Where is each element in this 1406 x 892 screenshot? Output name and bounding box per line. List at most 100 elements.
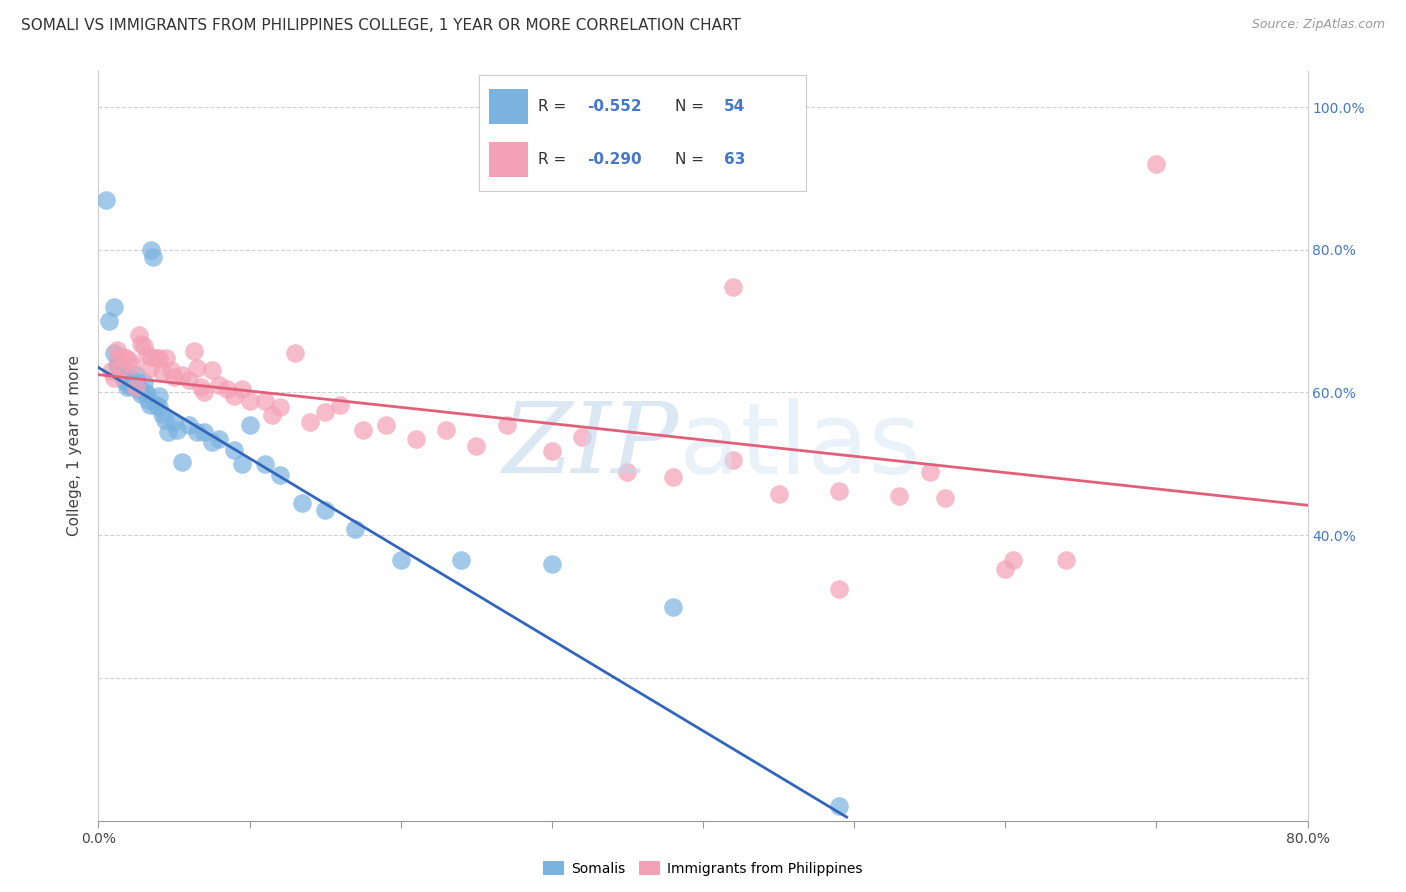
Point bbox=[114, 375, 136, 389]
Point bbox=[889, 489, 911, 503]
Point bbox=[269, 467, 291, 482]
Point bbox=[352, 423, 374, 437]
Point bbox=[329, 398, 352, 412]
Point bbox=[132, 375, 155, 389]
Point bbox=[114, 351, 136, 366]
Point bbox=[103, 371, 125, 385]
Point bbox=[934, 491, 956, 505]
Point bbox=[994, 562, 1017, 576]
Point bbox=[105, 343, 128, 357]
Point bbox=[208, 432, 231, 446]
Point bbox=[661, 599, 683, 614]
Point bbox=[148, 389, 170, 403]
Point bbox=[314, 503, 336, 517]
Point bbox=[253, 394, 276, 409]
Point bbox=[125, 380, 148, 394]
Point bbox=[118, 378, 141, 392]
Point bbox=[179, 417, 201, 432]
Point bbox=[129, 337, 152, 351]
Point bbox=[661, 469, 683, 483]
Point bbox=[135, 348, 157, 362]
Point bbox=[1001, 553, 1024, 567]
Point bbox=[150, 366, 173, 380]
Point bbox=[299, 416, 322, 430]
Point bbox=[190, 380, 212, 394]
Point bbox=[121, 373, 143, 387]
Point bbox=[344, 523, 367, 537]
Point bbox=[115, 380, 138, 394]
Point bbox=[142, 250, 165, 264]
Point bbox=[98, 314, 121, 328]
Point bbox=[828, 483, 851, 498]
Text: atlas: atlas bbox=[679, 398, 921, 494]
Legend: Somalis, Immigrants from Philippines: Somalis, Immigrants from Philippines bbox=[538, 855, 868, 881]
Point bbox=[193, 385, 215, 400]
Point bbox=[103, 346, 125, 360]
Point bbox=[723, 453, 745, 467]
Point bbox=[150, 407, 173, 421]
Point bbox=[215, 382, 238, 396]
Point bbox=[262, 409, 284, 423]
Point bbox=[110, 360, 132, 375]
Point bbox=[231, 382, 253, 396]
Point bbox=[122, 380, 145, 394]
Point bbox=[103, 300, 125, 314]
Text: ZIP: ZIP bbox=[502, 399, 679, 493]
Point bbox=[828, 582, 851, 596]
Point bbox=[253, 457, 276, 471]
Point bbox=[139, 360, 162, 375]
Point bbox=[201, 435, 224, 450]
Point bbox=[314, 405, 336, 419]
Point bbox=[224, 389, 246, 403]
Y-axis label: College, 1 year or more: College, 1 year or more bbox=[67, 356, 83, 536]
Point bbox=[1144, 157, 1167, 171]
Point bbox=[141, 350, 163, 364]
Point bbox=[465, 439, 488, 453]
Point bbox=[129, 387, 152, 401]
Point bbox=[128, 328, 150, 343]
Point bbox=[269, 400, 291, 414]
Point bbox=[156, 425, 179, 439]
Point bbox=[170, 455, 193, 469]
Point bbox=[239, 394, 262, 409]
Text: Source: ZipAtlas.com: Source: ZipAtlas.com bbox=[1251, 18, 1385, 31]
Point bbox=[284, 346, 307, 360]
Point bbox=[160, 362, 183, 376]
Point bbox=[118, 353, 141, 368]
Point bbox=[208, 378, 231, 392]
Point bbox=[291, 496, 314, 510]
Point bbox=[186, 425, 208, 439]
Point bbox=[231, 457, 253, 471]
Point bbox=[125, 368, 148, 382]
Point bbox=[132, 339, 155, 353]
Point bbox=[153, 412, 176, 426]
Point bbox=[193, 425, 215, 439]
Point bbox=[148, 400, 170, 414]
Point bbox=[163, 369, 186, 384]
Point bbox=[723, 280, 745, 294]
Point bbox=[148, 351, 170, 366]
Point bbox=[107, 351, 129, 366]
Point bbox=[616, 466, 638, 480]
Point bbox=[94, 193, 117, 207]
Point bbox=[918, 466, 941, 480]
Point bbox=[136, 392, 159, 407]
Point bbox=[179, 373, 201, 387]
Point bbox=[201, 362, 224, 376]
Point bbox=[828, 799, 851, 814]
Point bbox=[170, 368, 193, 382]
Point bbox=[163, 416, 186, 430]
Point bbox=[111, 350, 134, 364]
Point bbox=[127, 380, 149, 394]
Point bbox=[374, 417, 396, 432]
Point bbox=[183, 344, 205, 359]
Point bbox=[405, 432, 427, 446]
Point bbox=[121, 359, 143, 373]
Point bbox=[112, 373, 135, 387]
Point bbox=[239, 417, 262, 432]
Point bbox=[186, 360, 208, 375]
Point bbox=[100, 364, 122, 378]
Text: SOMALI VS IMMIGRANTS FROM PHILIPPINES COLLEGE, 1 YEAR OR MORE CORRELATION CHART: SOMALI VS IMMIGRANTS FROM PHILIPPINES CO… bbox=[21, 18, 741, 33]
Point bbox=[107, 357, 129, 371]
Point bbox=[108, 366, 131, 380]
